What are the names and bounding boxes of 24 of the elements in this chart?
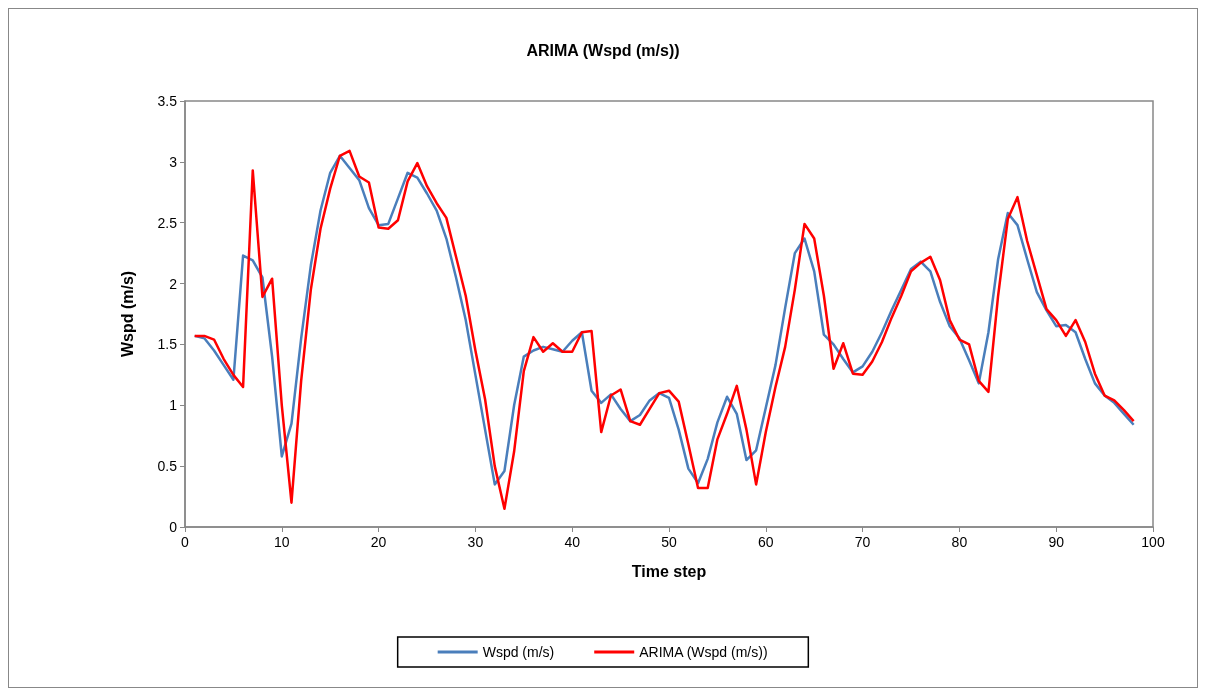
x-tick-label: 70 — [854, 534, 871, 550]
legend-label: ARIMA (Wspd (m/s)) — [639, 644, 768, 660]
x-tick-label: 80 — [951, 534, 968, 550]
x-tick-label: 90 — [1048, 534, 1065, 550]
x-tick-label: 10 — [274, 534, 290, 550]
x-axis-title: Time step — [631, 562, 707, 580]
y-tick-label: 1 — [169, 397, 178, 414]
y-tick-label: 0.5 — [157, 458, 178, 475]
y-tick-label: 2.5 — [157, 214, 178, 231]
legend-label: Wspd (m/s) — [482, 644, 555, 660]
x-tick-label: 0 — [181, 534, 190, 550]
y-axis-title: Wspd (m/s) — [118, 270, 136, 358]
x-tick-label: 30 — [467, 534, 484, 550]
x-tick-label: 50 — [661, 534, 677, 550]
y-tick-label: 2 — [169, 275, 178, 292]
y-tick-label: 3 — [169, 153, 178, 170]
x-tick-label: 60 — [758, 534, 774, 550]
x-tick-label: 40 — [564, 534, 581, 550]
x-tick-label: 20 — [370, 534, 387, 550]
x-tick-label: 100 — [1141, 534, 1165, 550]
y-tick-label: 1.5 — [157, 336, 178, 353]
y-tick-label: 0 — [169, 519, 178, 535]
y-tick-label: 3.5 — [157, 93, 178, 109]
chart-title: ARIMA (Wspd (m/s)) — [526, 41, 680, 59]
